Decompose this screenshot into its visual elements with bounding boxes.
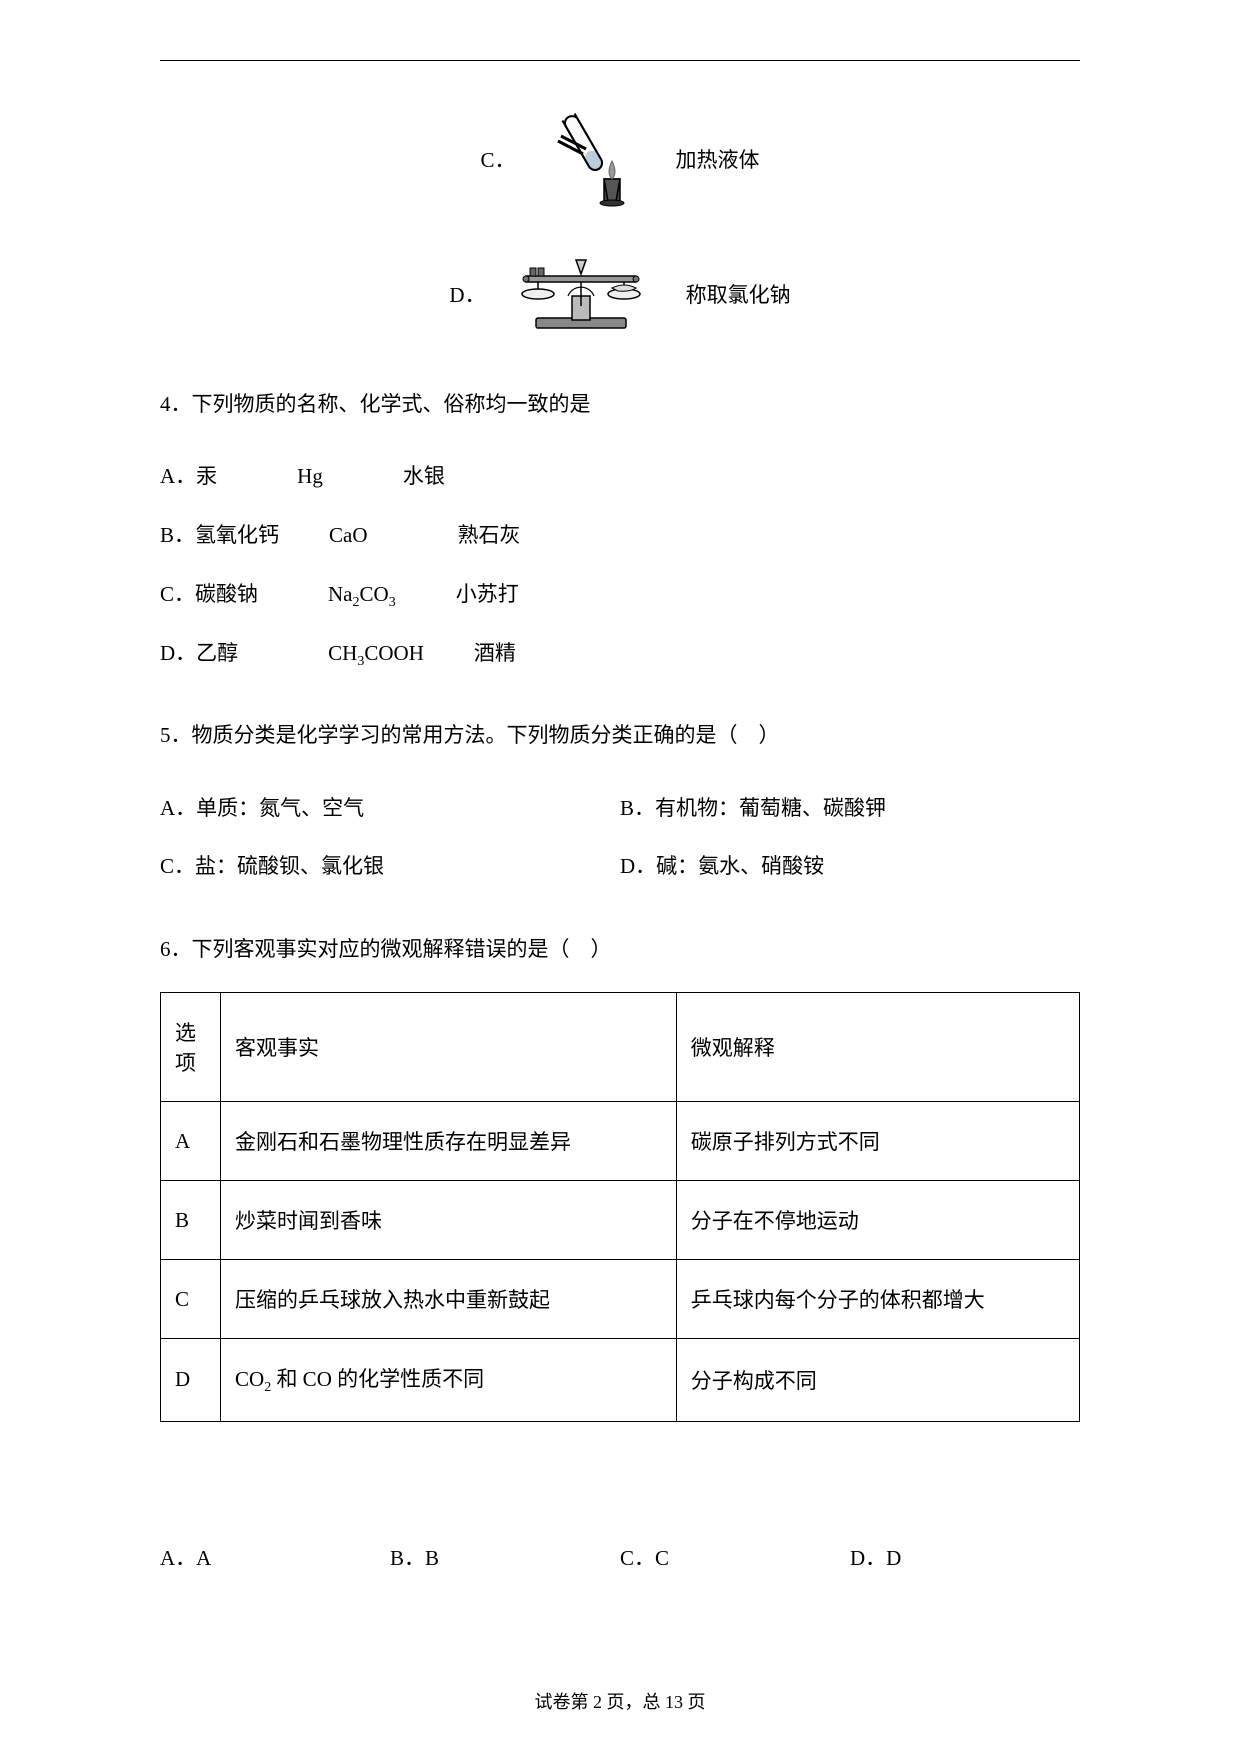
row-c-opt: C (161, 1260, 221, 1339)
q4-c-common: 小苏打 (456, 582, 519, 606)
q6-table: 选项 客观事实 微观解释 A 金刚石和石墨物理性质存在明显差异 碳原子排列方式不… (160, 992, 1080, 1421)
q4-option-a: A．汞 Hg 水银 (160, 447, 1080, 506)
page-footer: 试卷第 2 页，总 13 页 (0, 1688, 1240, 1714)
q5-row-1: A．单质：氮气、空气 B．有机物：葡萄糖、碳酸钾 (160, 779, 1080, 838)
q4-d-name: 乙醇 (196, 641, 238, 665)
q6-stem: 6．下列客观事实对应的微观解释错误的是（ ） (160, 926, 1080, 972)
q4-c-label: C． (160, 582, 195, 606)
q4-b-formula: CaO (329, 523, 368, 547)
page-content: C． 加热液体 (0, 0, 1240, 1632)
q3-option-d-row: D． (160, 246, 1080, 341)
footer-suffix: 页 (683, 1692, 706, 1712)
q4-option-d: D．乙醇 CH3COOH 酒精 (160, 624, 1080, 683)
q4-option-c: C．碳酸钠 Na2CO3 小苏打 (160, 565, 1080, 624)
q5-option-a: A．单质：氮气、空气 (160, 779, 620, 838)
row-a-fact: 金刚石和石墨物理性质存在明显差异 (221, 1102, 677, 1181)
table-row: D CO2 和 CO 的化学性质不同 分子构成不同 (161, 1339, 1080, 1421)
table-row: A 金刚石和石墨物理性质存在明显差异 碳原子排列方式不同 (161, 1102, 1080, 1181)
footer-mid: 页，总 (602, 1692, 665, 1712)
q4-b-name: 氢氧化钙 (195, 523, 279, 547)
q5-stem: 5．物质分类是化学学习的常用方法。下列物质分类正确的是（ ） (160, 712, 1080, 758)
q4-a-name: 汞 (196, 464, 217, 488)
q3-option-c-text: 加热液体 (676, 144, 760, 174)
q3-option-c-label: C． (480, 144, 515, 174)
q6-answer-options: A．A B．B C．C D．D (160, 1542, 1080, 1572)
col-header-fact: 客观事实 (221, 993, 677, 1102)
q4-d-common: 酒精 (474, 641, 516, 665)
table-header-row: 选项 客观事实 微观解释 (161, 993, 1080, 1102)
footer-total: 13 (665, 1692, 683, 1712)
footer-prefix: 试卷第 (535, 1692, 594, 1712)
q5-option-c: C．盐：硫酸钡、氯化银 (160, 837, 620, 896)
header-rule (160, 60, 1080, 61)
q4-d-formula: CH3COOH (328, 641, 424, 665)
q4-d-label: D． (160, 641, 196, 665)
row-a-opt: A (161, 1102, 221, 1181)
q4-b-label: B． (160, 523, 195, 547)
q6-answer-d: D．D (850, 1542, 1080, 1572)
row-b-fact: 炒菜时闻到香味 (221, 1181, 677, 1260)
q5-option-d: D．碱：氨水、硝酸铵 (620, 837, 1080, 896)
q4-a-formula: Hg (297, 464, 323, 488)
q6-answer-c: C．C (620, 1542, 850, 1572)
q4-option-b: B．氢氧化钙 CaO 熟石灰 (160, 506, 1080, 565)
balance-scale-diagram (506, 246, 656, 341)
q6-answer-b: B．B (390, 1542, 620, 1572)
heating-liquid-diagram (536, 101, 646, 216)
table-row: B 炒菜时闻到香味 分子在不停地运动 (161, 1181, 1080, 1260)
q4-c-formula: Na2CO3 (328, 582, 396, 606)
q4-a-common: 水银 (403, 464, 445, 488)
q3-option-c-row: C． 加热液体 (160, 101, 1080, 216)
row-d-fact: CO2 和 CO 的化学性质不同 (221, 1339, 677, 1421)
footer-page: 2 (593, 1692, 602, 1712)
row-c-fact: 压缩的乒乓球放入热水中重新鼓起 (221, 1260, 677, 1339)
q3-option-d-text: 称取氯化钠 (686, 279, 791, 309)
row-d-opt: D (161, 1339, 221, 1421)
q4-b-common: 熟石灰 (458, 523, 521, 547)
row-b-opt: B (161, 1181, 221, 1260)
q6-answer-a: A．A (160, 1542, 390, 1572)
col-header-option: 选项 (161, 993, 221, 1102)
row-c-explain: 乒乓球内每个分子的体积都增大 (676, 1260, 1079, 1339)
table-row: C 压缩的乒乓球放入热水中重新鼓起 乒乓球内每个分子的体积都增大 (161, 1260, 1080, 1339)
row-d-explain: 分子构成不同 (676, 1339, 1079, 1421)
q3-option-d-label: D． (449, 279, 485, 309)
q5-option-b: B．有机物：葡萄糖、碳酸钾 (620, 779, 1080, 838)
col-header-explain: 微观解释 (676, 993, 1079, 1102)
q4-stem: 4．下列物质的名称、化学式、俗称均一致的是 (160, 381, 1080, 427)
q4-a-label: A． (160, 464, 196, 488)
row-a-explain: 碳原子排列方式不同 (676, 1102, 1079, 1181)
row-b-explain: 分子在不停地运动 (676, 1181, 1079, 1260)
q5-row-2: C．盐：硫酸钡、氯化银 D．碱：氨水、硝酸铵 (160, 837, 1080, 896)
q4-c-name: 碳酸钠 (195, 582, 258, 606)
